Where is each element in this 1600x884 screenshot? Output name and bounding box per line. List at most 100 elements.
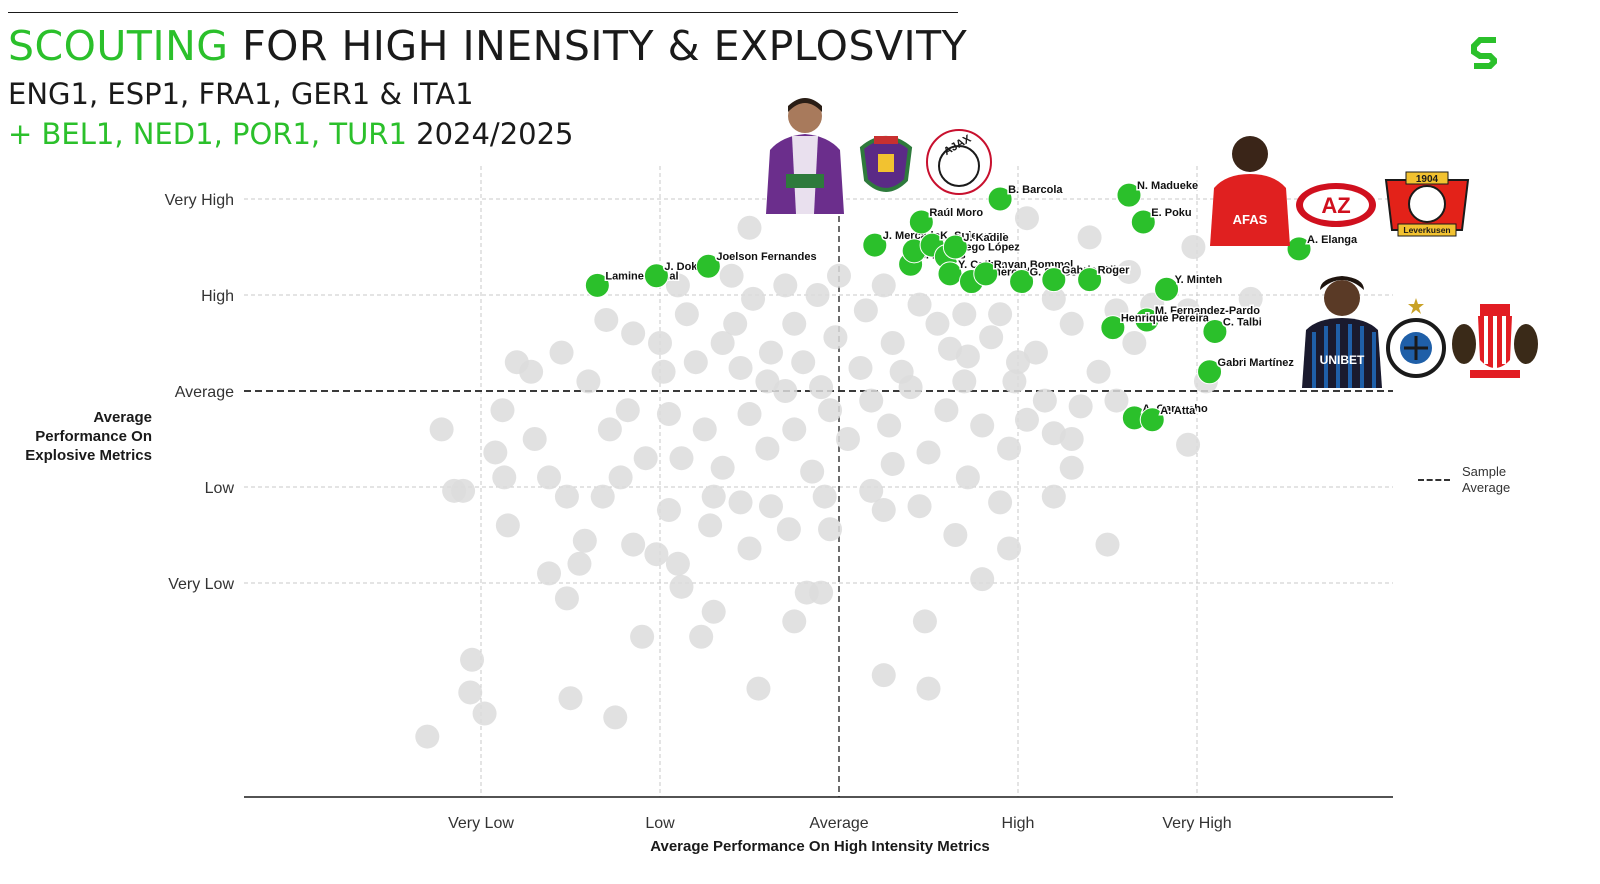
sample-point xyxy=(859,478,884,503)
sample-point xyxy=(805,283,830,307)
az-crest-text: AZ xyxy=(1321,193,1350,218)
sample-point xyxy=(597,417,622,442)
sample-point xyxy=(1032,388,1057,413)
subtitle-extra-leagues: + BEL1, NED1, POR1, TUR1 2024/2025 xyxy=(8,116,574,152)
sample-point xyxy=(773,379,798,403)
sample-point xyxy=(898,375,923,400)
sample-point xyxy=(490,398,515,423)
sample-point xyxy=(758,494,783,519)
sample-point xyxy=(1095,532,1120,557)
player-point xyxy=(987,186,1013,212)
sample-point xyxy=(656,498,681,523)
sample-point xyxy=(458,680,483,705)
y-tick-label: Very High xyxy=(165,192,234,209)
sample-point xyxy=(621,321,646,346)
sample-point xyxy=(1059,427,1084,451)
sample-point xyxy=(880,451,905,476)
player-label: Raúl Moro xyxy=(929,207,983,219)
x-tick-label: High xyxy=(1002,815,1035,832)
sample-point xyxy=(644,542,669,567)
page-title: SCOUTING FOR HIGH INENSITY & EXPLOSVITY xyxy=(8,22,967,70)
sample-point xyxy=(755,369,780,394)
sample-point xyxy=(737,536,762,561)
sample-point xyxy=(871,663,896,688)
sample-point xyxy=(608,465,633,490)
player-point xyxy=(1009,269,1035,295)
sample-point xyxy=(746,676,771,701)
sunderland-crest-icon xyxy=(1452,304,1538,378)
player-point xyxy=(1100,315,1126,341)
sample-point xyxy=(594,307,619,332)
sample-point xyxy=(934,398,959,423)
sample-point xyxy=(979,325,1004,350)
sample-point xyxy=(848,355,873,380)
sample-point xyxy=(955,465,980,490)
sample-point xyxy=(522,427,547,451)
legend-dash xyxy=(1418,479,1450,481)
sample-point xyxy=(1014,407,1039,432)
az-crest-icon: AZ xyxy=(1296,183,1376,227)
sample-point xyxy=(737,215,762,240)
x-tick-label: Low xyxy=(645,815,675,832)
sample-point xyxy=(818,398,843,423)
jersey-text-brugge: UNIBET xyxy=(1320,353,1365,367)
y-tick-label: High xyxy=(201,288,234,305)
sample-point xyxy=(1238,286,1263,311)
player-point xyxy=(1041,267,1067,293)
player-label: A. Atta xyxy=(1160,405,1196,417)
player-point xyxy=(1154,276,1180,302)
sample-point xyxy=(782,311,807,336)
sample-point xyxy=(952,369,977,394)
sample-point xyxy=(567,551,592,576)
sample-point xyxy=(689,624,714,649)
club-brugge-crest-icon xyxy=(1386,298,1446,378)
sample-point xyxy=(576,369,601,394)
sample-point xyxy=(701,599,726,624)
sample-point xyxy=(988,490,1013,515)
leverkusen-year: 1904 xyxy=(1416,174,1439,185)
sample-point xyxy=(782,417,807,442)
sample-point xyxy=(970,567,995,592)
player-photo-valladolid xyxy=(766,98,844,214)
sample-point xyxy=(603,705,628,730)
sample-point xyxy=(692,417,717,442)
sample-point xyxy=(997,536,1022,561)
player-point xyxy=(1202,318,1228,344)
subtitle-season: 2024/2025 xyxy=(416,117,574,151)
sample-point xyxy=(1176,432,1201,457)
sample-point xyxy=(537,561,562,586)
ajax-crest-icon: AJAX xyxy=(926,129,992,195)
player-label: Gabri Martínez xyxy=(1218,357,1295,369)
title-rest: FOR HIGH INENSITY & EXPLOSVITY xyxy=(242,22,968,70)
x-axis-title: Average Performance On High Intensity Me… xyxy=(650,838,990,855)
player-label: E. Poku xyxy=(1151,207,1191,219)
x-tick-label: Very Low xyxy=(448,815,514,832)
sample-point xyxy=(651,359,676,384)
sample-point xyxy=(495,513,520,538)
sample-point xyxy=(590,484,615,509)
sample-point xyxy=(1116,259,1141,284)
sample-point xyxy=(1006,350,1030,375)
sample-point xyxy=(1077,225,1102,250)
sample-point xyxy=(633,446,658,471)
sample-point xyxy=(1041,484,1066,509)
sample-point xyxy=(952,302,977,327)
player-label: Y. Minteh xyxy=(1175,274,1223,286)
sample-point xyxy=(970,413,995,438)
sample-point xyxy=(1059,455,1084,480)
player-label: J. Kadile xyxy=(963,232,1008,244)
sample-point xyxy=(615,398,640,423)
sample-point xyxy=(669,574,694,599)
jersey-text-az: AFAS xyxy=(1233,212,1268,227)
sample-point xyxy=(1122,331,1147,355)
sample-point xyxy=(648,331,672,355)
sample-point xyxy=(558,686,583,711)
sample-point xyxy=(504,350,529,375)
sample-point xyxy=(737,402,762,427)
sample-point xyxy=(812,484,837,509)
valladolid-crest-icon xyxy=(859,136,913,192)
sample-point xyxy=(460,647,485,672)
sample-point xyxy=(665,273,690,298)
player-label: Henrique Pereira xyxy=(1121,313,1210,325)
sample-point xyxy=(776,517,801,542)
